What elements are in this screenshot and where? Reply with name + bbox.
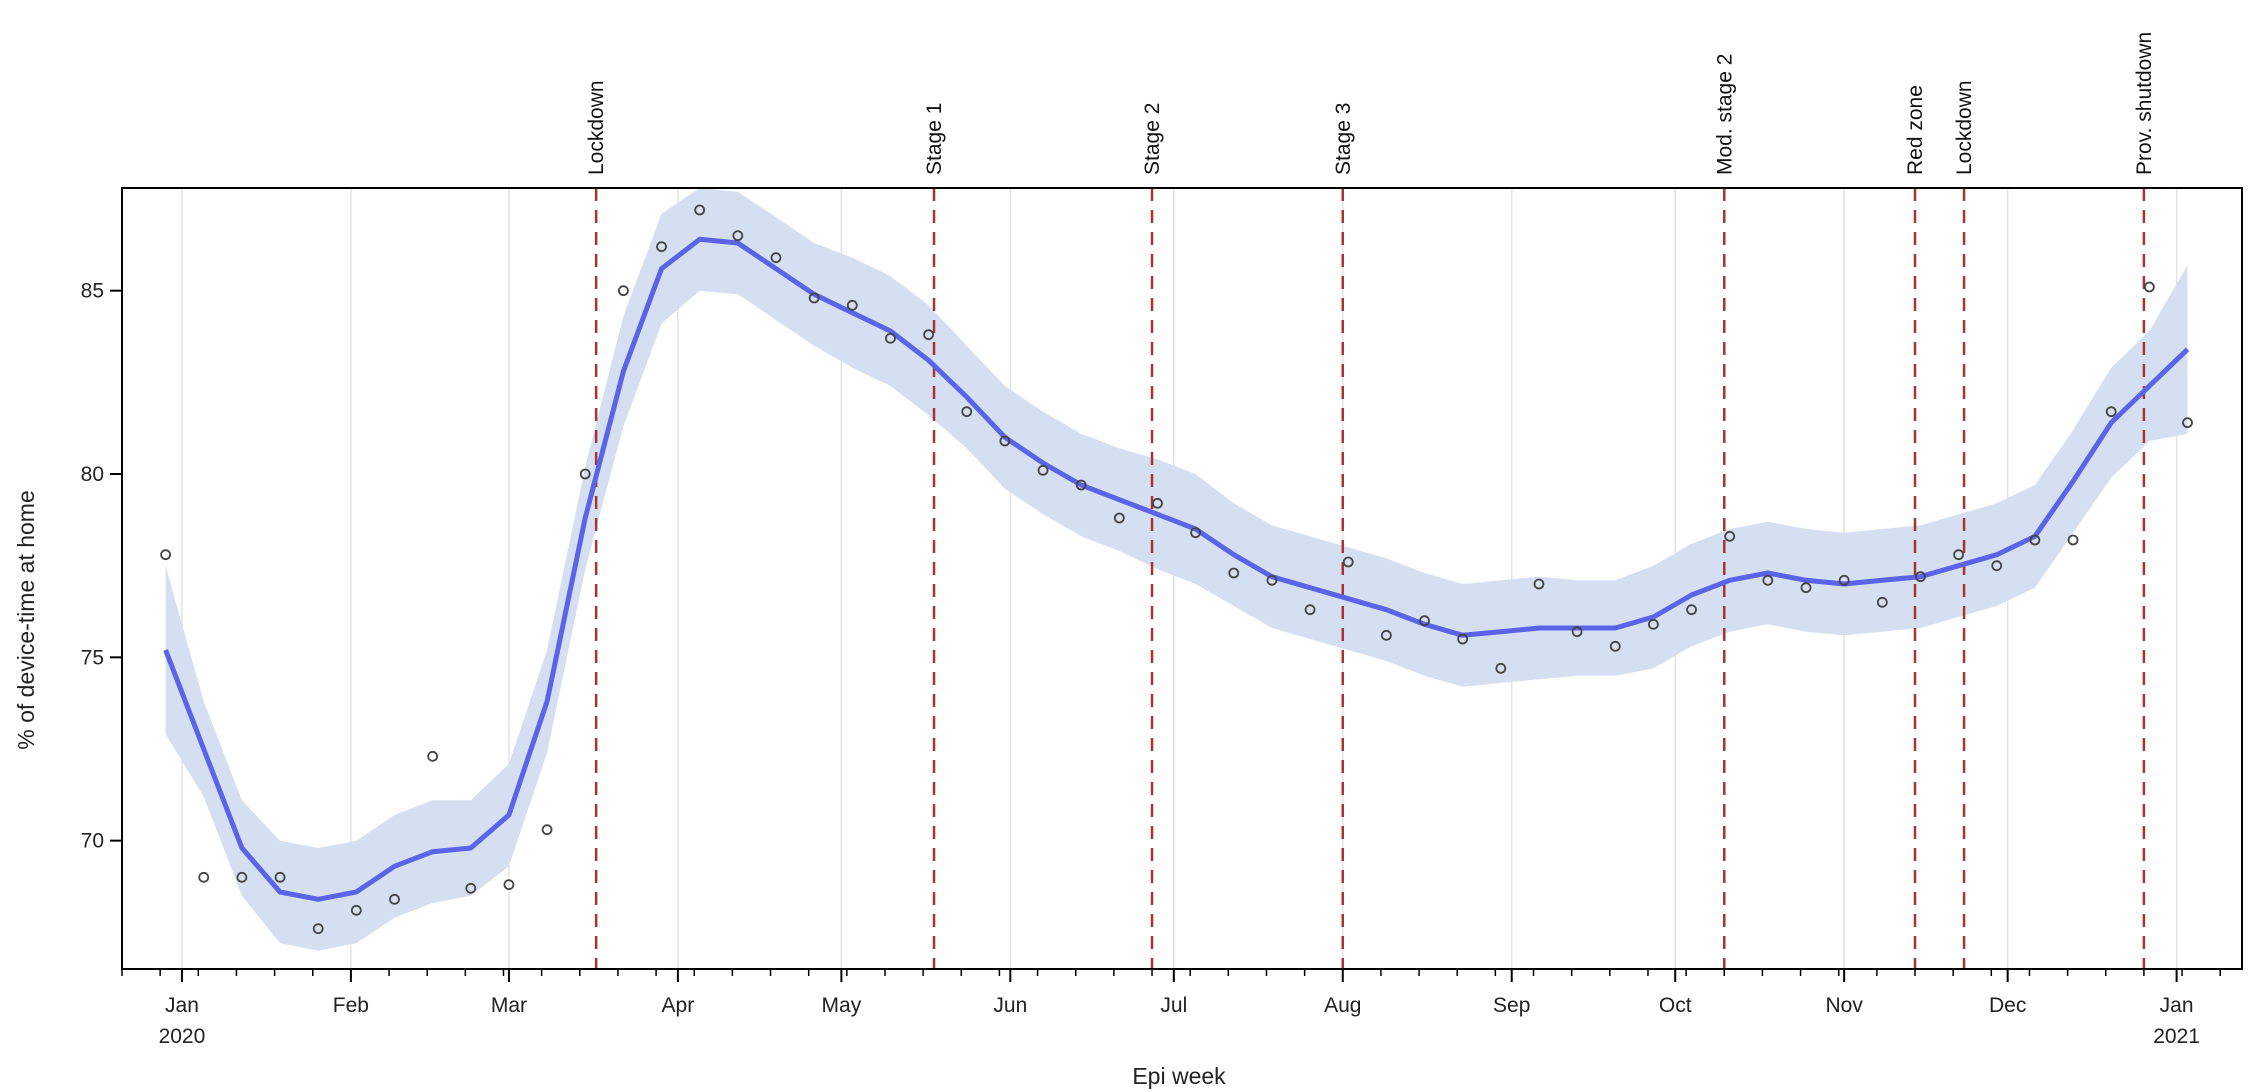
data-point [389,893,400,905]
point-layer [160,204,2193,935]
data-point [2067,534,2079,546]
data-point [1152,497,1163,509]
grid-layer [181,188,2178,969]
x-tick-label: Dec [1989,994,2026,1017]
x-tick-label: Oct [1659,994,1692,1017]
x-tick-label: Mar [491,994,527,1017]
line-layer [163,236,2190,902]
plot-frame [121,187,2243,970]
data-point [579,468,591,480]
data-point [2029,534,2041,546]
x-tick-label: Sep [1493,994,1530,1017]
y-axis-title: % of device-time at home [13,490,39,750]
data-point [1800,582,1812,594]
y-tick-label: 80 [81,463,104,486]
data-point [770,252,782,264]
axis-layer: 70 75 80 85 Jan 2020 Feb Mar Apr May Jun Jul Aug Sep O… [81,187,2243,1048]
data-point [1838,574,1850,586]
x-tick-label: Nov [1825,994,1863,1017]
data-point [656,241,667,253]
data-point [1342,556,1354,568]
data-point [427,750,439,762]
data-point [1228,567,1240,579]
event-label: Red zone [1904,85,1927,175]
data-point [2182,417,2193,429]
fitted-line [163,236,2190,902]
data-point [1190,527,1202,539]
y-tick-label: 75 [81,646,104,669]
data-point [1419,615,1430,627]
data-point [503,879,515,891]
event-label: Lockdown [585,80,608,175]
data-point [1762,574,1774,586]
data-point [312,923,324,935]
confidence-band [165,188,2188,951]
data-point [2105,406,2117,418]
data-point [541,824,553,836]
x-tick-label: Jan [2160,994,2194,1017]
data-point [1113,512,1125,524]
data-point [617,285,629,297]
event-label: Stage 2 [1141,103,1164,175]
data-point [961,406,973,418]
data-point [1953,549,1965,561]
data-point [350,904,362,916]
data-point [1304,604,1316,616]
x-tick-year-label: 2020 [159,1025,206,1048]
band-layer [165,188,2188,951]
y-tick-label: 85 [81,280,104,303]
data-point [1380,629,1392,641]
data-point [1991,560,2003,572]
x-axis-title: Epi week [1132,1063,1226,1089]
data-point [1648,618,1659,630]
data-point [999,435,1011,447]
event-label: Lockdown [1953,80,1976,175]
event-label: Prov. shutdown [2133,32,2156,175]
data-point [1266,574,1278,586]
data-point [236,871,248,883]
data-point [274,871,286,883]
data-point [198,871,210,883]
x-tick-label: Aug [1324,994,1361,1017]
data-point [732,230,744,242]
data-point [1495,662,1507,674]
x-tick-label: Jul [1160,994,1187,1017]
x-tick-label: Feb [333,994,369,1017]
data-point [885,332,896,344]
data-point [846,299,858,311]
data-point [160,549,171,561]
x-tick-label: Jan [165,994,199,1017]
data-point [1686,604,1697,616]
y-tick-label: 70 [81,830,104,853]
data-point [1876,596,1888,608]
data-point [1724,530,1736,542]
event-layer: Lockdown Stage 1 Stage 2 Stage 3 Mod. stage … [585,32,2156,969]
event-label: Mod. stage 2 [1713,54,1736,175]
event-label: Stage 3 [1332,103,1355,175]
x-tick-label: Jun [993,994,1027,1017]
data-point [1075,479,1087,491]
data-point [1457,633,1469,645]
data-point [808,292,820,304]
x-tick-label: Apr [662,994,695,1017]
data-point [694,204,706,216]
data-point [1571,626,1583,638]
event-label: Stage 1 [923,103,946,175]
x-tick-label: May [822,994,862,1017]
data-point [2143,281,2155,293]
data-point [1609,640,1621,652]
x-tick-year-label: 2021 [2153,1025,2200,1048]
data-point [923,329,934,341]
data-point [1915,571,1926,583]
data-point [1037,464,1049,476]
data-point [465,882,477,894]
data-point [1533,578,1545,590]
